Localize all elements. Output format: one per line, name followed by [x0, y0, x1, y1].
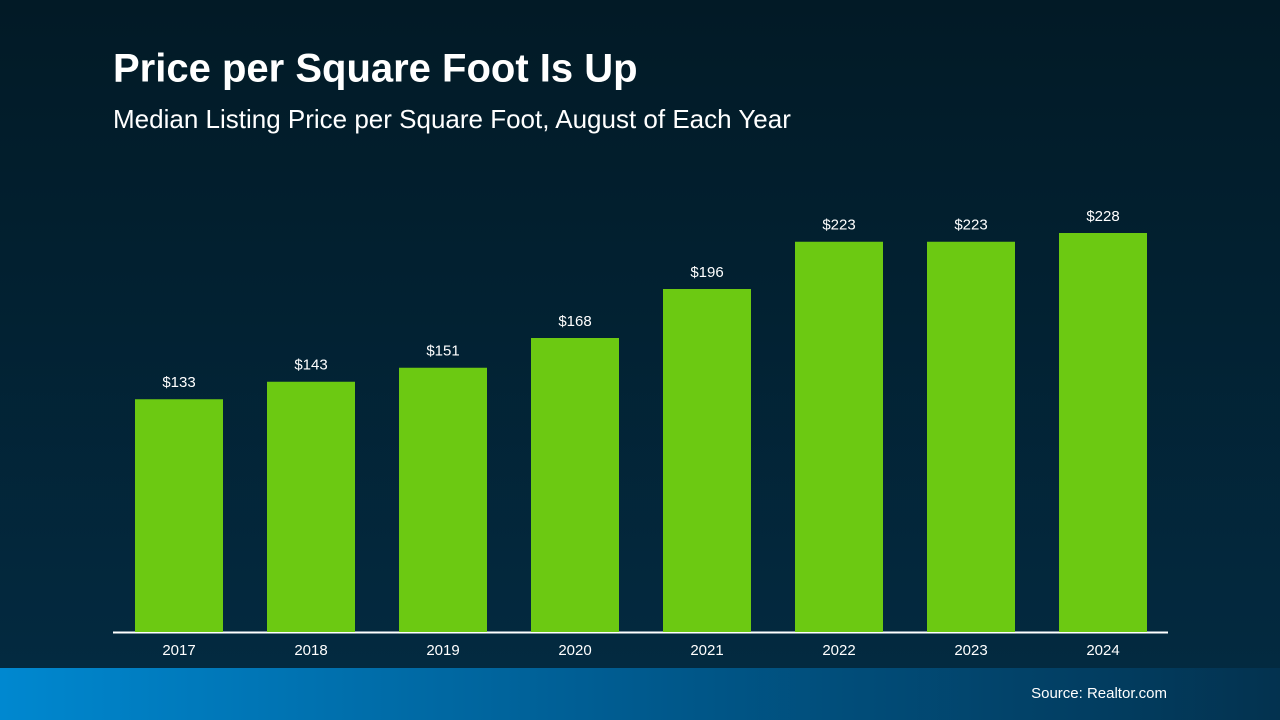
- x-tick-label: 2018: [294, 642, 327, 659]
- bar: [1059, 233, 1147, 632]
- value-label: $168: [558, 313, 591, 330]
- x-tick-label: 2023: [954, 642, 987, 659]
- source: Source: Realtor.com: [1031, 685, 1167, 702]
- chart-subtitle: Median Listing Price per Square Foot, Au…: [113, 104, 791, 134]
- x-tick-label: 2022: [822, 642, 855, 659]
- value-label: $133: [162, 374, 195, 391]
- value-label: $223: [954, 217, 987, 234]
- bar: [663, 289, 751, 632]
- bar: [267, 381, 355, 632]
- bar: [399, 367, 487, 632]
- bar: [927, 241, 1015, 632]
- x-tick-label: 2021: [690, 642, 723, 659]
- value-label: $196: [690, 264, 723, 281]
- bar: [531, 338, 619, 632]
- x-tick-label: 2020: [558, 642, 591, 659]
- value-label: $151: [426, 343, 459, 360]
- footer-band: [0, 668, 1280, 720]
- chart-title: Price per Square Foot Is Up: [113, 47, 638, 91]
- bar: [135, 399, 223, 632]
- x-tick-label: 2019: [426, 642, 459, 659]
- value-label: $228: [1086, 208, 1119, 225]
- bar: [795, 241, 883, 632]
- value-label: $143: [294, 357, 327, 374]
- x-tick-label: 2024: [1086, 642, 1119, 659]
- value-label: $223: [822, 217, 855, 234]
- x-tick-label: 2017: [162, 642, 195, 659]
